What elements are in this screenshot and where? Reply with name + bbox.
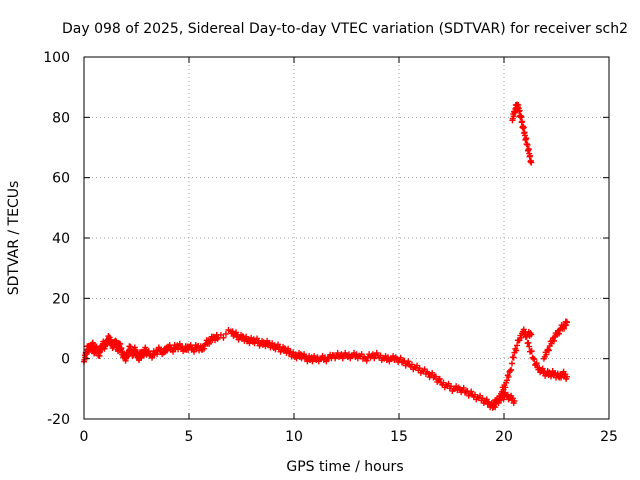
data-point <box>436 375 443 382</box>
data-point <box>220 334 227 341</box>
data-point <box>492 404 499 411</box>
data-point <box>323 358 330 365</box>
x-tick-label: 0 <box>80 429 89 445</box>
data-point <box>558 374 565 381</box>
data-point <box>510 354 517 361</box>
data-point <box>550 337 557 344</box>
y-tick-label: 40 <box>52 231 70 247</box>
y-tick-label: 20 <box>52 291 70 307</box>
data-point <box>332 355 339 362</box>
data-point <box>463 388 470 395</box>
x-tick-label: 10 <box>285 429 303 445</box>
data-point <box>514 342 521 349</box>
data-point <box>339 355 346 362</box>
y-tick-label: 100 <box>43 50 70 66</box>
data-point <box>513 347 520 354</box>
plot-frame <box>83 56 610 420</box>
data-point <box>397 354 404 361</box>
data-point <box>373 349 380 356</box>
data-point <box>191 348 198 355</box>
data-point <box>311 352 318 359</box>
data-point <box>89 339 96 346</box>
y-tick-label: -20 <box>47 412 70 428</box>
data-point <box>371 355 378 362</box>
data-points <box>81 101 570 411</box>
data-point <box>518 334 525 341</box>
data-point <box>429 369 436 376</box>
data-point <box>525 339 532 346</box>
data-point <box>206 340 213 347</box>
data-point <box>516 107 523 114</box>
axis-ticks: 0 5 10 15 20 25 -20 0 20 40 60 80 100 <box>43 50 618 445</box>
data-point <box>342 349 349 356</box>
x-tick-label: 20 <box>495 429 513 445</box>
data-point <box>531 356 538 363</box>
data-point <box>556 330 563 337</box>
data-point <box>117 341 124 348</box>
data-point <box>545 346 552 353</box>
data-point <box>154 351 161 358</box>
data-point <box>500 396 507 403</box>
data-point <box>329 351 336 358</box>
data-point <box>519 118 526 125</box>
y-tick-label: 80 <box>52 110 70 126</box>
data-point <box>511 397 518 404</box>
data-point <box>201 345 208 352</box>
data-point <box>543 351 550 358</box>
data-point <box>170 348 177 355</box>
data-point <box>503 377 510 384</box>
data-point <box>518 113 525 120</box>
data-point <box>523 333 530 340</box>
data-point <box>400 358 407 365</box>
x-tick-label: 15 <box>390 429 408 445</box>
data-point <box>564 373 570 380</box>
x-tick-label: 5 <box>185 429 194 445</box>
data-point <box>222 330 229 337</box>
data-point <box>432 373 439 380</box>
data-point <box>533 360 540 367</box>
data-point <box>149 354 156 361</box>
data-point <box>468 388 475 395</box>
data-point <box>285 345 292 352</box>
data-point <box>507 367 514 374</box>
y-axis-label: SDTVAR / TECUs <box>6 181 22 296</box>
data-point <box>523 135 530 142</box>
data-point <box>528 159 535 166</box>
data-point <box>526 343 533 350</box>
data-point <box>508 360 515 367</box>
data-point <box>561 325 568 332</box>
data-point <box>527 152 534 159</box>
data-point <box>528 348 535 355</box>
data-point <box>520 124 527 131</box>
data-point <box>460 384 467 391</box>
y-tick-label: 60 <box>52 171 70 187</box>
data-point <box>545 347 552 354</box>
data-point <box>528 331 535 338</box>
data-point <box>363 357 370 364</box>
data-point <box>502 384 509 391</box>
data-point <box>564 319 570 326</box>
grid <box>84 57 609 419</box>
data-point <box>508 366 515 373</box>
chart-title: Day 098 of 2025, Sidereal Day-to-day VTE… <box>62 21 628 37</box>
data-point <box>495 400 502 407</box>
y-tick-label: 0 <box>61 352 70 368</box>
data-point <box>524 141 531 148</box>
data-point <box>405 358 412 365</box>
x-tick-label: 25 <box>600 429 618 445</box>
data-point <box>532 361 539 368</box>
data-point <box>505 373 512 380</box>
x-axis-label: GPS time / hours <box>286 459 403 475</box>
data-point <box>164 347 171 354</box>
